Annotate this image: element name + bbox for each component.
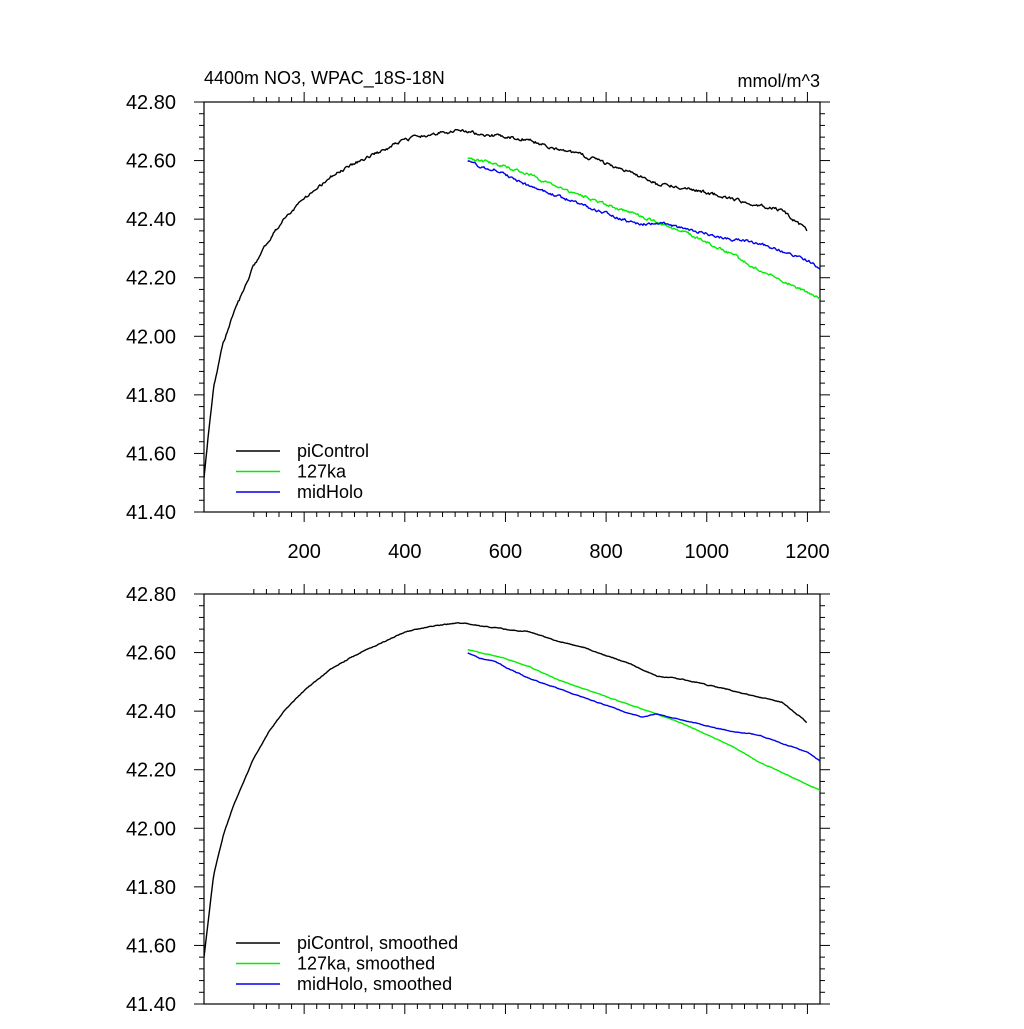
y-tick-label: 42.00: [126, 326, 176, 348]
units-label: mmol/m^3: [738, 71, 820, 91]
y-tick-label: 41.40: [126, 502, 176, 524]
legend-label: midHolo: [297, 482, 363, 502]
y-tick-label: 42.00: [126, 818, 176, 840]
y-tick-label: 42.60: [126, 151, 176, 173]
y-tick-label: 42.20: [126, 268, 176, 290]
series-line-2: [467, 160, 820, 271]
x-tick-label: 1200: [785, 541, 830, 563]
y-tick-label: 42.60: [126, 643, 176, 665]
y-tick-label: 41.60: [126, 443, 176, 465]
x-tick-label: 600: [489, 541, 522, 563]
plot-frame: [203, 101, 821, 513]
x-tick-label: 400: [388, 541, 421, 563]
series-line-0: [204, 128, 808, 479]
chart-title: 4400m NO3, WPAC_18S-18N: [204, 68, 445, 89]
series-line-2: [467, 652, 820, 762]
x-tick-label: 1000: [685, 541, 730, 563]
bottom-panel: 41.40 41.60 41.80 42.00 42.20 42.40 42.60 42.80…: [126, 584, 830, 1016]
legend-label: piControl, smoothed: [297, 933, 458, 953]
legend-label: 127ka: [297, 462, 347, 482]
y-tick-label: 42.40: [126, 209, 176, 231]
y-tick-label: 42.80: [126, 584, 176, 606]
y-tick-label: 41.80: [126, 385, 176, 407]
series-line-1: [467, 649, 820, 792]
y-tick-label: 41.60: [126, 935, 176, 957]
y-tick-label: 42.20: [126, 760, 176, 782]
y-tick-label: 41.40: [126, 994, 176, 1016]
x-tick-label: 800: [589, 541, 622, 563]
y-tick-label: 42.80: [126, 92, 176, 114]
series-line-1: [467, 157, 820, 300]
top-panel: 4400m NO3, WPAC_18S-18N mmol/m^3 200 400 6…: [126, 68, 830, 563]
x-tick-label: 200: [287, 541, 320, 563]
legend-label: piControl: [297, 441, 369, 461]
y-tick-label: 41.80: [126, 877, 176, 899]
series-line-0: [204, 622, 808, 958]
plot-frame: [203, 593, 821, 1005]
y-tick-label: 42.40: [126, 701, 176, 723]
legend-label: 127ka, smoothed: [297, 954, 435, 974]
legend-label: midHolo, smoothed: [297, 974, 452, 994]
